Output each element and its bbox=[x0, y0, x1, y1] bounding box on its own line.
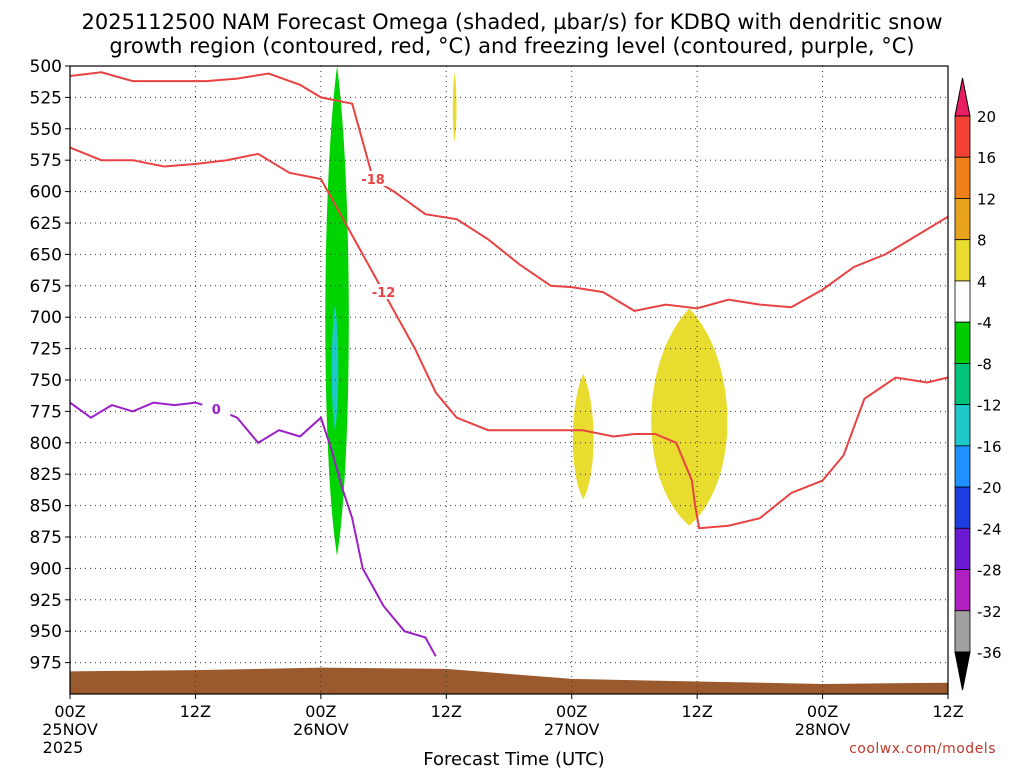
omega-region-1 bbox=[331, 304, 339, 431]
colorbar-label-12: -32 bbox=[977, 603, 1002, 621]
colorbar-segment-12 bbox=[954, 610, 971, 653]
colorbar-label-0: 20 bbox=[977, 108, 996, 126]
contour-line-1 bbox=[69, 146, 949, 530]
chart-title-line-1: 2025112500 NAM Forecast Omega (shaded, µ… bbox=[81, 10, 943, 34]
x-tick-date-2: 26NOV bbox=[293, 720, 349, 739]
x-tick-label-7: 12Z bbox=[932, 702, 963, 721]
x-tick-label-5: 12Z bbox=[681, 702, 712, 721]
axis-layer: 500 525 550 575 600 625 650 675 700 725 750 775 800 8… bbox=[30, 57, 964, 768]
contour-label-bg-2 bbox=[202, 400, 231, 416]
contour-line-2 bbox=[69, 401, 437, 657]
colorbar-segment-0 bbox=[954, 115, 971, 158]
colorbar-segment-7 bbox=[954, 404, 971, 447]
omega-region-4 bbox=[651, 308, 728, 526]
contour-label-0: -18 bbox=[361, 173, 385, 188]
colorbar-segment-11 bbox=[954, 569, 971, 612]
y-tick-label-7: 675 bbox=[30, 277, 62, 297]
terrain-layer bbox=[70, 667, 948, 694]
colorbar-segment-2 bbox=[954, 198, 971, 241]
colorbar-label-13: -36 bbox=[977, 644, 1002, 662]
x-tick-label-3: 12Z bbox=[431, 702, 462, 721]
contour-label-bg-0 bbox=[359, 171, 388, 187]
colorbar-layer: 20 16 12 8 4 -4 -8 -12 -16 -20 -24 -28 -32 -36 bbox=[954, 77, 1002, 691]
y-tick-label-14: 850 bbox=[30, 497, 62, 517]
grid-layer bbox=[69, 65, 949, 694]
x-tick-date-4: 27NOV bbox=[544, 720, 600, 739]
colorbar-segment-1 bbox=[954, 156, 971, 199]
contour-label-1: -12 bbox=[372, 286, 396, 301]
y-tick-label-4: 600 bbox=[30, 183, 62, 203]
colorbar-label-9: -20 bbox=[977, 479, 1002, 497]
colorbar-segment-5 bbox=[954, 321, 971, 364]
colorbar-label-1: 16 bbox=[977, 149, 996, 167]
x-tick-label-4: 00Z bbox=[556, 702, 587, 721]
colorbar-bottom-cap bbox=[954, 651, 971, 691]
x-tick-label-1: 12Z bbox=[180, 702, 211, 721]
x-tick-date-6: 28NOV bbox=[795, 720, 851, 739]
colorbar-top-cap bbox=[954, 77, 971, 117]
y-tick-label-19: 975 bbox=[30, 654, 62, 674]
x-tick-label-6: 00Z bbox=[807, 702, 838, 721]
colorbar-segment-10 bbox=[954, 527, 971, 570]
y-tick-label-6: 650 bbox=[30, 245, 62, 265]
colorbar-segment-3 bbox=[954, 239, 971, 282]
colorbar-segment-4 bbox=[954, 280, 971, 323]
colorbar-label-7: -12 bbox=[977, 397, 1002, 415]
y-tick-label-11: 775 bbox=[30, 402, 62, 422]
source-credit: coolwx.com/models bbox=[849, 741, 996, 757]
y-tick-label-16: 900 bbox=[30, 559, 62, 579]
y-tick-label-15: 875 bbox=[30, 528, 62, 548]
x-tick-year-0: 2025 bbox=[43, 738, 84, 757]
omega-shading-layer bbox=[325, 66, 728, 556]
colorbar-label-2: 12 bbox=[977, 190, 996, 208]
y-tick-label-8: 700 bbox=[30, 308, 62, 328]
colorbar-label-3: 8 bbox=[977, 232, 987, 250]
contour-label-bg-1 bbox=[369, 284, 398, 300]
y-tick-label-3: 575 bbox=[30, 151, 62, 171]
y-tick-label-1: 525 bbox=[30, 88, 62, 108]
terrain-fill bbox=[70, 667, 948, 694]
colorbar-label-10: -24 bbox=[977, 520, 1002, 538]
omega-region-2 bbox=[452, 72, 457, 142]
y-tick-label-0: 500 bbox=[30, 57, 62, 77]
y-tick-label-5: 625 bbox=[30, 214, 62, 234]
y-tick-label-9: 725 bbox=[30, 340, 62, 360]
colorbar-label-6: -8 bbox=[977, 355, 992, 373]
x-tick-label-0: 00Z bbox=[54, 702, 85, 721]
y-tick-label-2: 550 bbox=[30, 120, 62, 140]
y-tick-label-13: 825 bbox=[30, 465, 62, 485]
colorbar-segment-6 bbox=[954, 362, 971, 406]
y-tick-label-18: 950 bbox=[30, 622, 62, 642]
x-tick-label-2: 00Z bbox=[305, 702, 336, 721]
contour-label-2: 0 bbox=[212, 403, 221, 418]
colorbar-segment-8 bbox=[954, 445, 971, 488]
y-tick-label-12: 800 bbox=[30, 434, 62, 454]
contour-layer: -18 -12 0 bbox=[69, 71, 949, 657]
omega-region-0 bbox=[325, 66, 349, 556]
colorbar-label-8: -16 bbox=[977, 438, 1002, 456]
y-tick-label-10: 750 bbox=[30, 371, 62, 391]
plot-frame bbox=[69, 65, 949, 695]
colorbar-label-11: -28 bbox=[977, 562, 1002, 580]
x-axis-label: Forecast Time (UTC) bbox=[423, 749, 604, 768]
colorbar-label-5: -4 bbox=[977, 314, 992, 332]
x-tick-date-0: 25NOV bbox=[42, 720, 98, 739]
colorbar-label-4: 4 bbox=[977, 273, 987, 291]
chart-title-line-2: growth region (contoured, red, °C) and f… bbox=[109, 34, 915, 58]
y-tick-label-17: 925 bbox=[30, 591, 62, 611]
omega-region-3 bbox=[572, 373, 594, 500]
contour-line-0 bbox=[69, 71, 949, 312]
colorbar-segment-9 bbox=[954, 486, 971, 529]
